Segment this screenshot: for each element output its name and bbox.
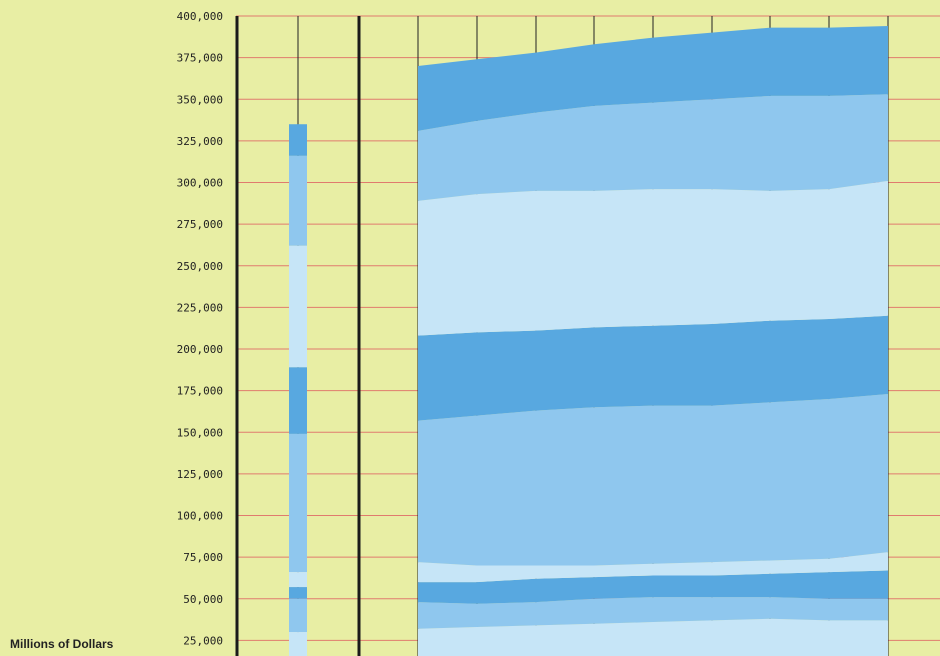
y-tick-label: 375,000	[177, 52, 223, 65]
dividers	[235, 16, 361, 656]
y-tick-label: 50,000	[183, 593, 223, 606]
y-tick-label: 175,000	[177, 385, 223, 398]
stacked-area	[418, 25, 888, 656]
y-tick-label: 25,000	[183, 634, 223, 647]
y-tick-label: 75,000	[183, 551, 223, 564]
area-layer	[418, 597, 888, 629]
y-tick-label: 150,000	[177, 426, 223, 439]
y-tick-label: 325,000	[177, 135, 223, 148]
bar-segment	[289, 124, 307, 156]
y-tick-label: 275,000	[177, 218, 223, 231]
area-layer	[418, 94, 888, 201]
bar-segment	[289, 433, 307, 573]
area-layer	[418, 618, 888, 656]
bar-segment	[289, 245, 307, 368]
y-tick-label: 250,000	[177, 260, 223, 273]
y-tick-label: 225,000	[177, 301, 223, 314]
stacked-bar	[289, 124, 307, 656]
y-tick-label: 125,000	[177, 468, 223, 481]
area-layer	[418, 315, 888, 421]
y-tick-label: 100,000	[177, 510, 223, 523]
area-layer	[418, 393, 888, 566]
bar-segment	[289, 572, 307, 588]
bar-segment	[289, 587, 307, 599]
area-layer	[418, 25, 888, 131]
y-tick-label: 200,000	[177, 343, 223, 356]
area-layer	[418, 552, 888, 583]
y-tick-label: 300,000	[177, 177, 223, 190]
y-tick-label: 350,000	[177, 93, 223, 106]
bar-segment	[289, 598, 307, 633]
bar-segment	[289, 155, 307, 246]
y-axis-label: Millions of Dollars	[10, 637, 114, 651]
y-axis-ticks: 25,000 50,000 75,000 100,000 125,000 150,000 1…	[177, 10, 223, 647]
bar-segment	[289, 632, 307, 656]
bar-segment	[289, 367, 307, 434]
area-layer	[418, 180, 888, 336]
y-tick-label: 400,000	[177, 10, 223, 23]
